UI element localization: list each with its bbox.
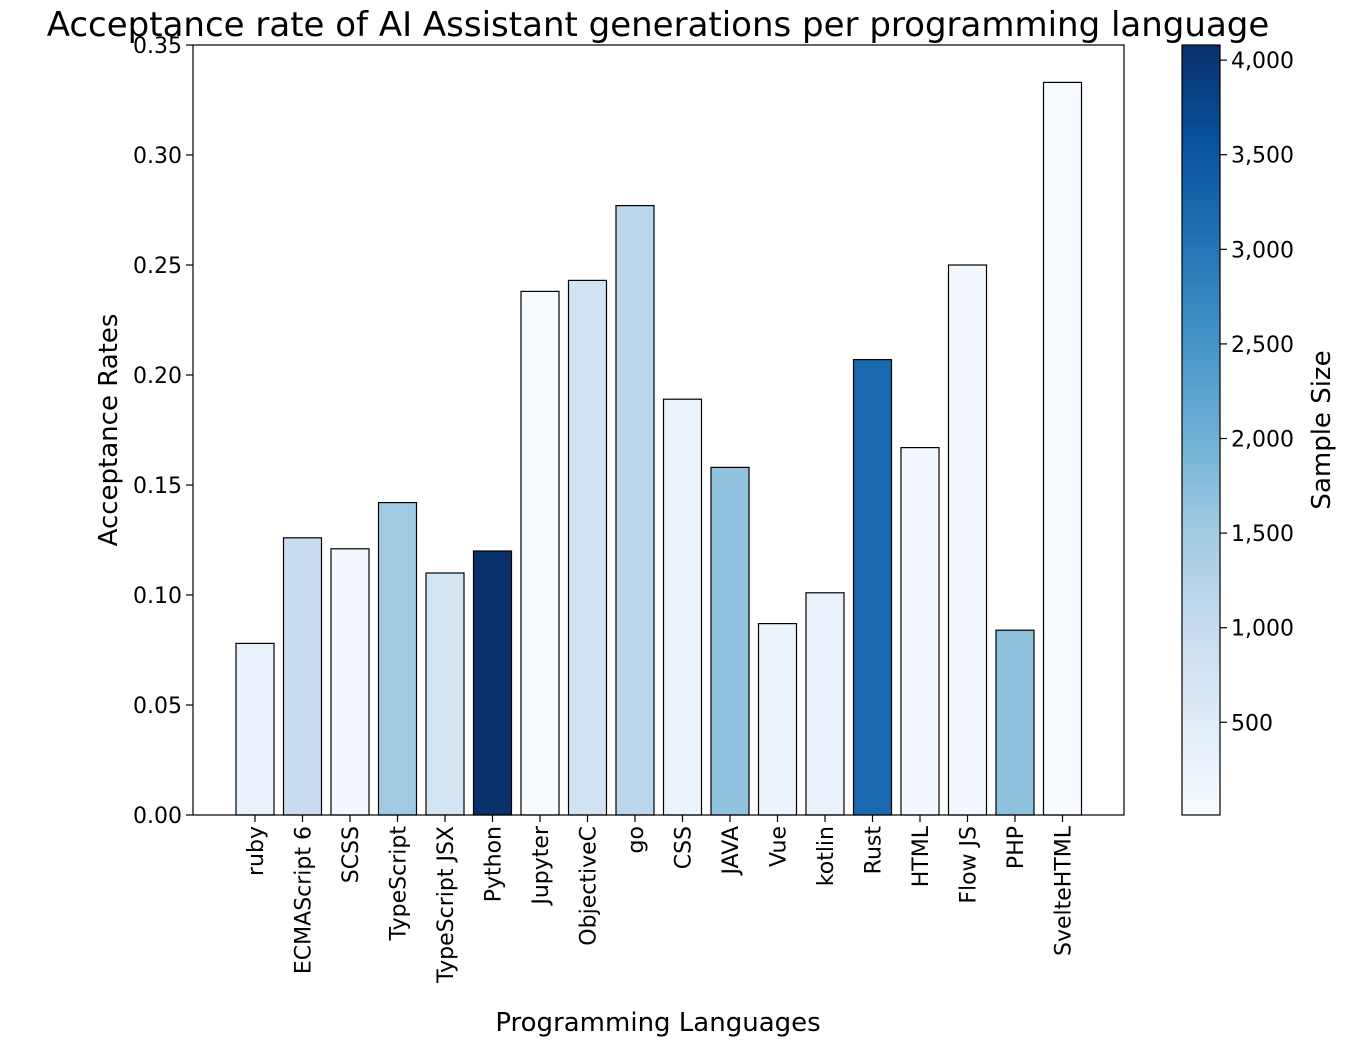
colorbar-title: Sample Size: [1307, 350, 1337, 509]
colorbar-tick-label: 500: [1231, 711, 1273, 736]
y-tick-label: 0.35: [133, 34, 182, 59]
y-tick-label: 0.00: [133, 804, 182, 829]
colorbar-tick-label: 4,000: [1231, 49, 1294, 74]
colorbar-gradient: [1181, 44, 1221, 816]
bar-vue: [757, 622, 798, 816]
x-tick-label: JAVA: [719, 826, 744, 876]
x-tick-label: ECMAScript 6: [292, 826, 317, 974]
colorbar-tick-label: 1,500: [1231, 522, 1294, 547]
bar-ecmascript-6: [282, 537, 323, 816]
y-tick-label: 0.20: [133, 364, 182, 389]
bar-flow-js: [947, 264, 988, 816]
y-tick-label: 0.05: [133, 694, 182, 719]
bar-html: [900, 447, 940, 816]
y-tick-label: 0.15: [133, 474, 182, 499]
x-tick-label: Jupyter: [529, 825, 554, 907]
x-tick-label: ObjectiveC: [577, 826, 602, 946]
x-tick-label: CSS: [672, 826, 697, 869]
bar-java: [710, 466, 750, 816]
colorbar-tick-label: 2,000: [1231, 428, 1294, 453]
x-tick-label: TypeScript JSX: [434, 826, 459, 984]
bar-rust: [852, 359, 893, 816]
bars: [235, 81, 1083, 816]
x-tick-label: PHP: [1004, 826, 1029, 869]
colorbar-tick-label: 3,000: [1231, 238, 1294, 263]
colorbar: 500 1,000 1,500 2,000 2,500 3,000 3,500 4,000 S…: [1181, 44, 1337, 816]
bar-css: [662, 398, 703, 816]
bar-php: [995, 629, 1035, 816]
plot-area: 0.00 0.05 0.10 0.15 0.20 0.25 0.30 0.35 ruby ECM…: [133, 34, 1125, 984]
x-axis: ruby ECMAScript 6 SCSS TypeScript TypeScript…: [244, 815, 1077, 984]
bar-sveltehtml: [1042, 81, 1083, 816]
bar-kotlin: [805, 592, 845, 816]
y-tick-label: 0.25: [133, 254, 182, 279]
chart-title: Acceptance rate of AI Assistant generati…: [47, 5, 1270, 45]
x-tick-label: Vue: [767, 826, 792, 867]
y-tick-label: 0.30: [133, 144, 182, 169]
colorbar-tick-label: 3,500: [1231, 144, 1294, 169]
x-tick-label: SvelteHTML: [1052, 825, 1077, 956]
bar-ruby: [235, 642, 275, 816]
x-tick-label: Rust: [862, 826, 887, 875]
bar-python: [472, 550, 513, 816]
x-tick-label: TypeScript: [387, 826, 412, 942]
y-tick-label: 0.10: [133, 584, 182, 609]
bar-scss: [330, 548, 370, 816]
x-axis-title: Programming Languages: [495, 1008, 820, 1038]
plot-frame: [192, 44, 1125, 816]
colorbar-tick-label: 1,000: [1231, 617, 1294, 642]
bar-go: [615, 205, 655, 816]
x-tick-label: go: [624, 826, 649, 853]
bar-typescript-jsx: [425, 572, 465, 816]
bar-typescript: [377, 502, 418, 816]
x-tick-label: SCSS: [339, 826, 364, 883]
x-tick-label: kotlin: [814, 826, 839, 886]
colorbar-tick-label: 2,500: [1231, 333, 1294, 358]
bar-jupyter: [520, 290, 560, 816]
x-tick-label: Python: [482, 826, 507, 902]
x-tick-label: ruby: [244, 826, 269, 876]
colorbar-ticks: 500 1,000 1,500 2,000 2,500 3,000 3,500 4,000: [1220, 49, 1294, 736]
bar-objectivec: [567, 279, 608, 816]
x-tick-label: HTML: [909, 825, 934, 887]
x-tick-label: Flow JS: [957, 826, 982, 904]
y-axis-title: Acceptance Rates: [94, 314, 124, 547]
y-axis: 0.00 0.05 0.10 0.15 0.20 0.25 0.30 0.35: [133, 34, 193, 829]
